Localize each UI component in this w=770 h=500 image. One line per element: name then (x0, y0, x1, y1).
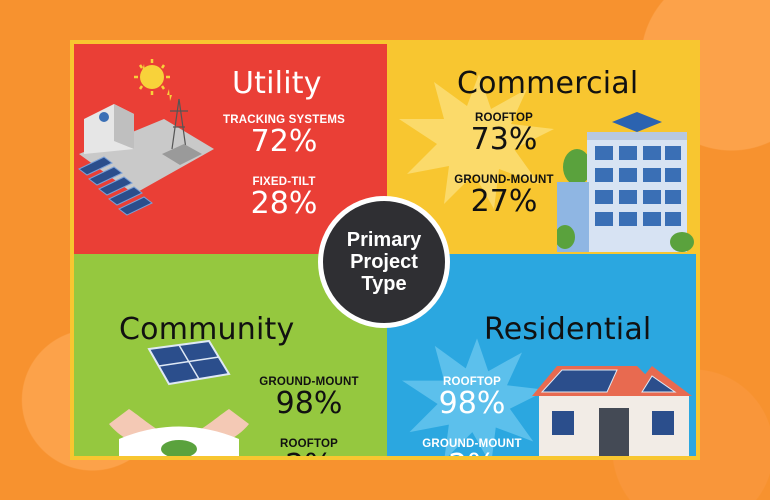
center-label: Primary Project Type (346, 229, 422, 295)
hands-solar-panel-icon (109, 339, 249, 456)
commercial-title: Commercial (457, 66, 639, 101)
utility-stat-fixed-tilt: FIXED-TILT 28% (214, 176, 354, 220)
stat-label: FIXED-TILT (252, 176, 316, 188)
residential-stat-rooftop: ROOFTOP 98% (417, 376, 527, 420)
stat-label: ROOFTOP (474, 112, 534, 124)
stat-value: 98% (438, 386, 506, 421)
stat-label: GROUND-MOUNT (259, 376, 359, 388)
community-stat-ground-mount: GROUND-MOUNT 98% (244, 376, 374, 420)
infographic-frame: Utility TRACKING SYSTEMS 72% FIXED-TILT … (70, 40, 700, 460)
commercial-stat-ground-mount: GROUND-MOUNT 27% (439, 174, 569, 218)
stat-value: 2% (417, 450, 527, 457)
quadrant-commercial: Commercial ROOFTOP 73% GROUND-MOUNT 27% (387, 44, 696, 254)
community-stat-rooftop: ROOFTOP 2% (244, 438, 374, 456)
stat-value: 98% (275, 386, 343, 421)
office-building-icon (557, 112, 694, 252)
stat-value: 72% (250, 124, 318, 159)
stat-label: ROOFTOP (279, 438, 339, 450)
center-badge: Primary Project Type (318, 196, 450, 328)
starburst-decoration (402, 338, 548, 456)
utility-title: Utility (232, 66, 322, 101)
quadrant-utility: Utility TRACKING SYSTEMS 72% FIXED-TILT … (74, 44, 387, 254)
stat-label: GROUND-MOUNT (422, 438, 522, 450)
house-with-solar-icon (532, 366, 692, 456)
stat-label: TRACKING SYSTEMS (222, 114, 346, 126)
stat-value: 28% (250, 186, 318, 221)
commercial-stat-rooftop: ROOFTOP 73% (439, 112, 569, 156)
stat-value: 2% (244, 450, 374, 457)
residential-title: Residential (484, 312, 652, 347)
stat-label: GROUND-MOUNT (454, 174, 554, 186)
solar-farm-icon (78, 59, 214, 216)
stat-label: ROOFTOP (442, 376, 502, 388)
stat-value: 73% (470, 122, 538, 157)
stat-value: 27% (470, 184, 538, 219)
residential-stat-ground-mount: GROUND-MOUNT 2% (417, 438, 527, 456)
quadrant-residential: Residential ROOFTOP 98% GROUND-MOUNT 2% (387, 254, 696, 456)
starburst-decoration (399, 74, 554, 209)
utility-stat-tracking: TRACKING SYSTEMS 72% (214, 114, 354, 158)
